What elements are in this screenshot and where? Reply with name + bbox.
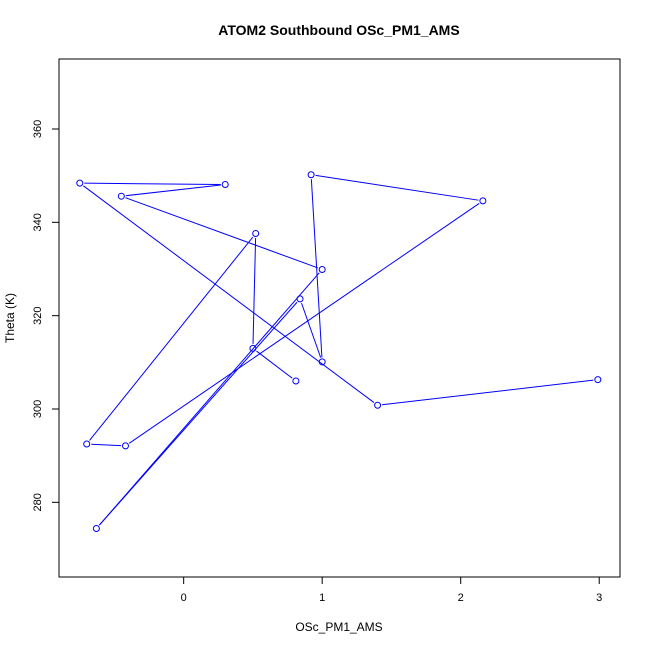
series-line xyxy=(83,174,594,526)
x-axis: 0 1 2 3 xyxy=(181,576,602,604)
data-point xyxy=(121,442,129,450)
data-point xyxy=(249,344,257,352)
series-segment xyxy=(301,302,322,358)
data-point xyxy=(318,358,326,366)
data-point xyxy=(318,265,326,273)
y-tick-label: 300 xyxy=(32,400,44,418)
data-point xyxy=(296,295,304,303)
series-segment xyxy=(252,238,257,344)
data-point xyxy=(479,197,487,205)
data-point xyxy=(92,524,100,532)
series-segment xyxy=(125,184,221,197)
x-axis-label: OSc_PM1_AMS xyxy=(295,620,382,634)
data-point xyxy=(292,377,300,385)
y-axis-label: Theta (K) xyxy=(3,293,17,343)
series-segment xyxy=(84,182,221,185)
data-point xyxy=(83,440,91,448)
series-markers xyxy=(76,171,602,532)
y-tick-label: 320 xyxy=(32,306,44,324)
series-segment xyxy=(89,236,254,441)
chart-title: ATOM2 Southbound OSc_PM1_AMS xyxy=(218,22,459,38)
y-tick-label: 360 xyxy=(32,120,44,138)
series-segment xyxy=(91,443,122,447)
x-tick-label: 1 xyxy=(319,592,325,604)
series-segment xyxy=(310,179,323,358)
data-point xyxy=(76,179,84,187)
series-segment xyxy=(256,350,293,379)
series-segment xyxy=(125,197,319,269)
data-point xyxy=(594,376,602,384)
series-segment xyxy=(128,202,480,444)
y-axis: 280 300 320 340 360 xyxy=(32,120,60,512)
series-segment xyxy=(382,379,594,406)
data-point xyxy=(221,181,229,189)
series-segment xyxy=(83,185,375,403)
series-segment xyxy=(98,272,320,526)
data-point xyxy=(252,230,260,238)
data-point xyxy=(374,401,382,409)
y-tick-label: 340 xyxy=(32,213,44,231)
x-tick-label: 0 xyxy=(181,592,187,604)
series-segment xyxy=(315,174,479,201)
plot-frame xyxy=(58,58,621,578)
y-tick-label: 280 xyxy=(32,493,44,511)
data-point xyxy=(307,171,315,179)
x-tick-label: 2 xyxy=(458,592,464,604)
data-point xyxy=(117,192,125,200)
x-tick-label: 3 xyxy=(596,592,602,604)
